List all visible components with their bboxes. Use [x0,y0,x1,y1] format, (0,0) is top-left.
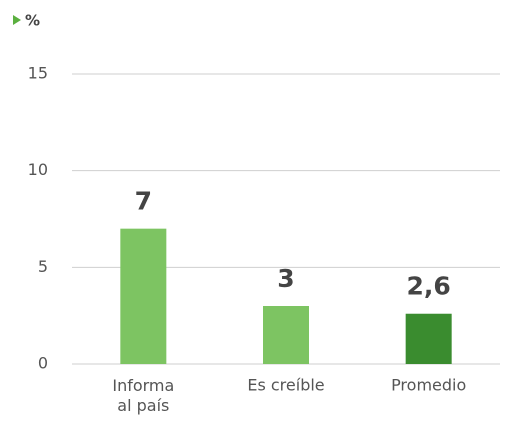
data-label: 7 [135,187,152,216]
bar [263,306,309,364]
x-tick-label: Informa al país [112,376,174,415]
axis-marker [13,15,21,25]
y-tick-label: 0 [38,354,48,373]
data-label: 2,6 [407,272,451,301]
x-tick-label: Promedio [391,376,466,395]
bar [405,313,452,364]
x-tick-label: Es creíble [247,376,324,395]
data-label: 3 [277,264,294,293]
y-tick-label: 15 [28,64,48,83]
y-tick-label: 10 [28,160,48,179]
bar [120,228,167,364]
y-tick-label: 5 [38,257,48,276]
y-axis-label: % [25,12,40,30]
